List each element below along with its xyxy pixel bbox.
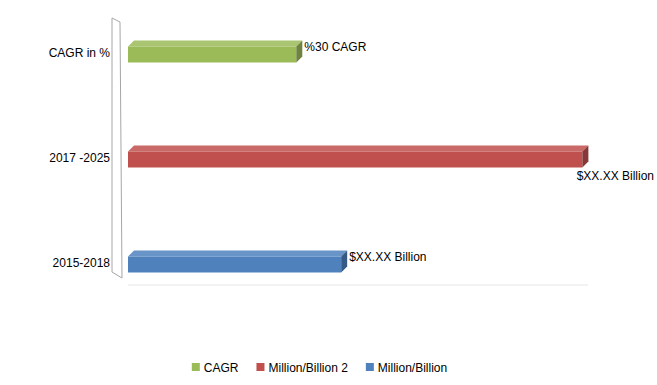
- data-labels: %30 CAGR $XX.XX Billion $XX.XX Billion: [304, 40, 654, 264]
- bar-top: [128, 41, 302, 47]
- legend-swatch: [256, 363, 264, 371]
- bar-front: [128, 152, 582, 168]
- bar-top: [128, 251, 347, 257]
- frame: [112, 18, 122, 278]
- bars: [128, 41, 588, 273]
- category-label: CAGR in %: [49, 46, 111, 60]
- bar: [128, 146, 588, 168]
- x-axis-line: [128, 285, 588, 286]
- bar: [128, 41, 302, 63]
- legend-label: Million/Billion: [378, 361, 447, 375]
- bar-end: [341, 251, 347, 273]
- data-label: $XX.XX Billion: [577, 169, 654, 183]
- bar-front: [128, 47, 296, 63]
- legend-label: CAGR: [204, 361, 239, 375]
- bar: [128, 251, 347, 273]
- legend-label: Million/Billion 2: [268, 361, 348, 375]
- legend: CAGR Million/Billion 2 Million/Billion: [192, 361, 447, 375]
- legend-swatch: [192, 363, 200, 371]
- bar-end: [296, 41, 302, 63]
- legend-swatch: [366, 363, 374, 371]
- data-label: %30 CAGR: [304, 40, 366, 54]
- category-label: 2015-2018: [53, 256, 111, 270]
- bar-end: [582, 146, 588, 168]
- chart: %30 CAGR $XX.XX Billion $XX.XX Billion 2015…: [0, 0, 657, 385]
- bar-top: [128, 146, 588, 152]
- category-label: 2017 -2025: [49, 151, 110, 165]
- data-label: $XX.XX Billion: [349, 250, 426, 264]
- bar-front: [128, 257, 341, 273]
